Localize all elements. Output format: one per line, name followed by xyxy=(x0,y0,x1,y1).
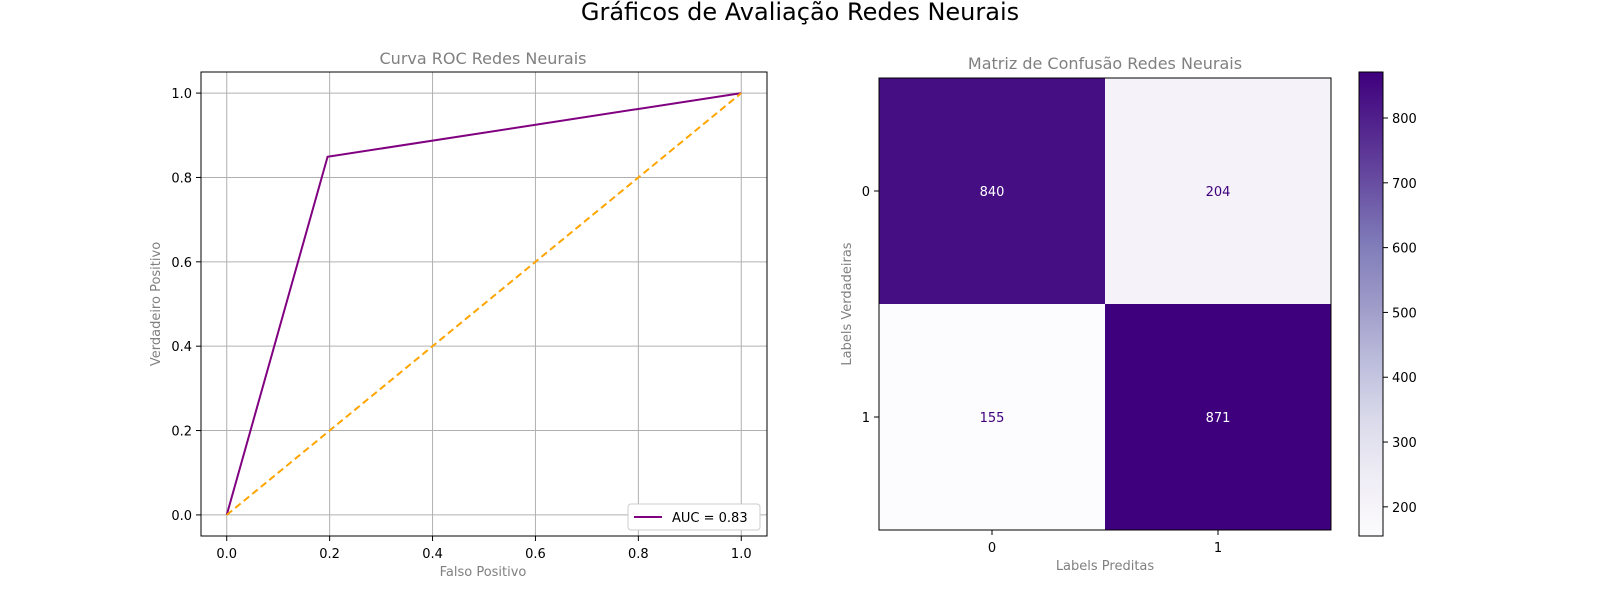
cm-cell-value: 840 xyxy=(980,185,1005,200)
cm-cell xyxy=(879,78,1105,304)
roc-baseline-dashed xyxy=(226,92,742,516)
confusion-matrix-plot: Matriz de Confusão Redes Neurais Labels … xyxy=(840,54,1417,574)
cm-y-tick-label: 1 xyxy=(862,411,870,426)
roc-plot: Curva ROC Redes Neurais Falso Positivo V… xyxy=(149,49,768,580)
roc-series xyxy=(225,92,742,516)
colorbar-tick-label: 500 xyxy=(1392,306,1417,321)
roc-y-tick-label: 0.6 xyxy=(171,256,192,271)
cm-cells: 840 204 155 871 xyxy=(879,78,1331,530)
roc-x-tick-label: 0.4 xyxy=(422,547,443,562)
cm-cell-value: 204 xyxy=(1206,185,1231,200)
colorbar-ticks: 200 300 400 500 600 700 800 xyxy=(1383,112,1417,516)
roc-x-tick-label: 0.0 xyxy=(216,547,237,562)
cm-cell-value: 155 xyxy=(980,411,1005,426)
roc-plot-frame xyxy=(200,71,768,537)
roc-grid xyxy=(201,72,767,536)
colorbar-tick-label: 600 xyxy=(1392,242,1417,257)
cm-xlabel: Labels Preditas xyxy=(1056,559,1155,574)
roc-y-tick-label: 1.0 xyxy=(171,87,192,102)
roc-legend-label: AUC = 0.83 xyxy=(672,511,748,526)
roc-legend-box xyxy=(627,503,761,531)
colorbar: 200 300 400 500 600 700 800 xyxy=(1358,71,1417,537)
roc-x-tick-label: 0.6 xyxy=(525,547,546,562)
roc-curve-line xyxy=(225,92,742,516)
roc-y-tick-label: 0.2 xyxy=(171,425,192,440)
roc-ylabel: Verdadeiro Positivo xyxy=(149,242,164,366)
colorbar-tick-label: 200 xyxy=(1392,501,1417,516)
cm-x-tick-label: 0 xyxy=(988,541,996,556)
cm-cell xyxy=(879,304,1105,530)
roc-xlabel: Falso Positivo xyxy=(440,565,527,580)
roc-x-tick-label: 0.8 xyxy=(628,547,649,562)
roc-y-tick-label: 0.0 xyxy=(171,509,192,524)
colorbar-tick-label: 400 xyxy=(1392,371,1417,386)
cm-cell-value: 871 xyxy=(1206,411,1231,426)
colorbar-tick-label: 300 xyxy=(1392,436,1417,451)
cm-frame xyxy=(878,77,1332,531)
roc-x-tick-label: 0.2 xyxy=(319,547,340,562)
figure-title: Gráficos de Avaliação Redes Neurais xyxy=(581,0,1019,26)
cm-y-ticks: 01 xyxy=(862,185,879,426)
colorbar-tick-label: 700 xyxy=(1392,177,1417,192)
cm-y-tick-label: 0 xyxy=(862,185,870,200)
cm-x-tick-label: 1 xyxy=(1214,541,1222,556)
roc-y-tick-label: 0.8 xyxy=(171,171,192,186)
cm-ylabel: Labels Verdadeiras xyxy=(840,242,855,365)
roc-x-tick-label: 1.0 xyxy=(731,547,752,562)
colorbar-gradient xyxy=(1358,71,1384,537)
cm-title: Matriz de Confusão Redes Neurais xyxy=(968,54,1242,73)
roc-x-ticks: 0.0 0.2 0.4 0.6 0.8 1.0 xyxy=(216,536,752,562)
colorbar-tick-label: 800 xyxy=(1392,112,1417,127)
roc-y-tick-label: 0.4 xyxy=(171,340,192,355)
cm-cell xyxy=(1105,78,1331,304)
cm-cell xyxy=(1105,304,1331,530)
roc-y-ticks: 0.0 0.2 0.4 0.6 0.8 1.0 xyxy=(171,87,201,524)
roc-legend: AUC = 0.83 xyxy=(627,503,761,531)
roc-title: Curva ROC Redes Neurais xyxy=(380,49,587,68)
